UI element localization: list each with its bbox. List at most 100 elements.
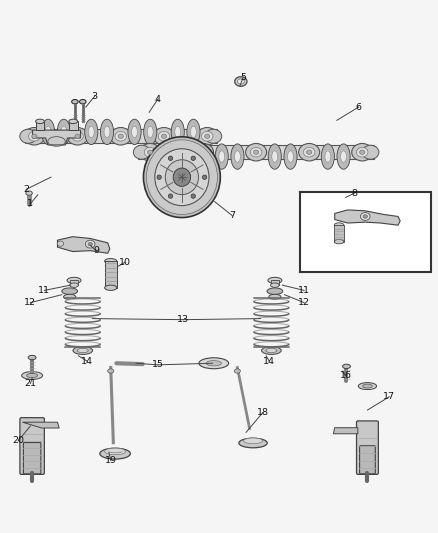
Ellipse shape xyxy=(307,150,312,155)
Ellipse shape xyxy=(357,148,368,157)
Ellipse shape xyxy=(360,213,370,221)
Ellipse shape xyxy=(144,137,220,217)
FancyBboxPatch shape xyxy=(105,261,117,288)
Ellipse shape xyxy=(181,151,187,162)
Ellipse shape xyxy=(341,151,346,162)
Ellipse shape xyxy=(269,294,281,300)
Ellipse shape xyxy=(85,119,98,144)
Text: 11: 11 xyxy=(39,286,50,295)
Ellipse shape xyxy=(80,100,86,104)
Ellipse shape xyxy=(67,127,88,145)
Ellipse shape xyxy=(343,364,350,368)
Ellipse shape xyxy=(173,168,191,187)
Text: 10: 10 xyxy=(119,258,131,266)
Ellipse shape xyxy=(42,119,55,144)
Text: 13: 13 xyxy=(177,315,189,324)
Ellipse shape xyxy=(193,143,214,161)
Ellipse shape xyxy=(161,134,166,139)
Ellipse shape xyxy=(254,150,259,155)
Ellipse shape xyxy=(268,277,282,284)
Ellipse shape xyxy=(155,149,209,206)
Ellipse shape xyxy=(363,384,372,388)
Ellipse shape xyxy=(105,259,117,264)
Ellipse shape xyxy=(261,346,281,354)
Ellipse shape xyxy=(69,119,78,124)
FancyBboxPatch shape xyxy=(334,225,344,241)
FancyBboxPatch shape xyxy=(69,122,78,130)
FancyBboxPatch shape xyxy=(271,280,279,285)
Ellipse shape xyxy=(362,145,379,159)
Ellipse shape xyxy=(266,348,277,353)
Ellipse shape xyxy=(133,145,150,159)
Text: 5: 5 xyxy=(240,73,246,82)
Ellipse shape xyxy=(24,127,45,145)
FancyBboxPatch shape xyxy=(23,442,41,474)
Ellipse shape xyxy=(26,191,32,195)
Ellipse shape xyxy=(153,127,174,145)
Text: 19: 19 xyxy=(105,456,117,465)
Ellipse shape xyxy=(299,143,320,161)
Ellipse shape xyxy=(73,346,92,354)
Ellipse shape xyxy=(334,239,344,244)
Ellipse shape xyxy=(197,127,218,145)
Ellipse shape xyxy=(88,243,92,246)
Ellipse shape xyxy=(352,143,373,161)
Ellipse shape xyxy=(131,126,138,138)
Ellipse shape xyxy=(62,288,78,294)
Bar xyxy=(300,192,431,272)
Ellipse shape xyxy=(363,215,367,218)
Ellipse shape xyxy=(146,140,217,214)
Ellipse shape xyxy=(321,144,334,169)
Ellipse shape xyxy=(191,156,195,160)
Ellipse shape xyxy=(244,438,263,443)
Ellipse shape xyxy=(168,156,173,160)
Text: 12: 12 xyxy=(25,298,36,307)
Polygon shape xyxy=(333,427,358,434)
Ellipse shape xyxy=(171,119,184,144)
Ellipse shape xyxy=(215,144,228,169)
Polygon shape xyxy=(335,210,400,225)
FancyBboxPatch shape xyxy=(25,130,217,143)
Ellipse shape xyxy=(28,132,40,141)
Ellipse shape xyxy=(235,77,247,86)
Ellipse shape xyxy=(115,132,127,141)
Ellipse shape xyxy=(148,150,152,155)
Ellipse shape xyxy=(288,151,293,162)
Ellipse shape xyxy=(246,143,267,161)
FancyBboxPatch shape xyxy=(138,145,374,159)
Text: 6: 6 xyxy=(356,102,362,111)
Ellipse shape xyxy=(231,144,244,169)
Text: 14: 14 xyxy=(263,357,275,366)
Ellipse shape xyxy=(157,175,161,180)
Polygon shape xyxy=(57,237,110,253)
Ellipse shape xyxy=(191,194,195,198)
Ellipse shape xyxy=(28,356,36,360)
Text: 8: 8 xyxy=(351,189,357,198)
Ellipse shape xyxy=(20,130,37,143)
Ellipse shape xyxy=(304,148,315,157)
Ellipse shape xyxy=(140,143,160,161)
Text: 2: 2 xyxy=(23,185,29,194)
Ellipse shape xyxy=(118,134,124,139)
Ellipse shape xyxy=(100,119,113,144)
Ellipse shape xyxy=(88,126,94,138)
Text: 17: 17 xyxy=(383,392,395,401)
Ellipse shape xyxy=(105,285,117,290)
Ellipse shape xyxy=(187,119,200,144)
Text: 11: 11 xyxy=(298,286,310,295)
Ellipse shape xyxy=(72,132,83,141)
FancyBboxPatch shape xyxy=(70,280,78,285)
Ellipse shape xyxy=(147,126,153,138)
Text: 4: 4 xyxy=(155,94,161,103)
Ellipse shape xyxy=(75,134,80,139)
Ellipse shape xyxy=(128,119,141,144)
Ellipse shape xyxy=(168,194,173,198)
Ellipse shape xyxy=(234,151,240,162)
Text: 12: 12 xyxy=(298,298,310,307)
Ellipse shape xyxy=(237,79,244,84)
Text: 3: 3 xyxy=(92,92,98,101)
Ellipse shape xyxy=(32,134,37,139)
FancyBboxPatch shape xyxy=(357,421,378,474)
Ellipse shape xyxy=(64,294,76,300)
Text: 7: 7 xyxy=(229,211,235,220)
